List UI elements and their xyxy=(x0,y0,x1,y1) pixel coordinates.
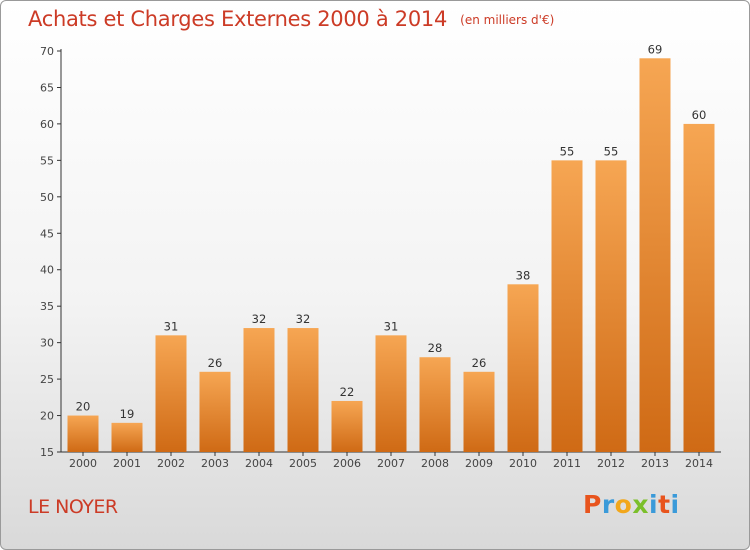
commune-name: LE NOYER xyxy=(28,496,118,518)
y-tick-label: 35 xyxy=(40,300,54,313)
bar-2004 xyxy=(243,328,275,452)
value-label: 22 xyxy=(340,385,355,399)
y-tick-label: 25 xyxy=(40,373,54,386)
y-tick-label: 60 xyxy=(40,118,54,131)
x-tick-label: 2002 xyxy=(157,457,185,470)
value-label: 55 xyxy=(560,144,575,158)
bar-2014 xyxy=(683,123,715,452)
chart-subtitle: (en milliers d'€) xyxy=(460,13,555,27)
x-tick-label: 2005 xyxy=(289,457,317,470)
y-tick-label: 45 xyxy=(40,227,54,240)
x-tick-label: 2000 xyxy=(69,457,97,470)
value-label: 26 xyxy=(472,356,487,370)
value-label: 32 xyxy=(296,312,311,326)
logo-letter: i xyxy=(670,490,680,519)
title-row: Achats et Charges Externes 2000 à 2014 (… xyxy=(28,7,554,31)
value-label: 19 xyxy=(120,407,135,421)
y-tick-label: 50 xyxy=(40,191,54,204)
bar-2003 xyxy=(199,371,231,452)
bar-2009 xyxy=(463,371,495,452)
x-tick-label: 2010 xyxy=(509,457,537,470)
y-tick-label: 15 xyxy=(40,446,54,459)
bar-2013 xyxy=(639,58,671,453)
logo-letter: x xyxy=(632,490,649,519)
value-label: 32 xyxy=(252,312,267,326)
x-tick-label: 2009 xyxy=(465,457,493,470)
x-axis: 2000 2001 2002 2003 2004 2005 2006 2007 2008 2009… xyxy=(61,451,721,470)
bar-2012 xyxy=(595,160,627,452)
x-tick-label: 2003 xyxy=(201,457,229,470)
x-tick-label: 2008 xyxy=(421,457,449,470)
bar-2006 xyxy=(331,400,363,452)
proxiti-logo: Proxiti xyxy=(583,490,680,519)
value-label: 31 xyxy=(384,319,399,333)
bars: 20 19 31 26 32 32 22 31 28 26 38 55 55 69 60 xyxy=(67,42,715,453)
bar-2010 xyxy=(507,284,539,452)
bar-2008 xyxy=(419,357,451,452)
logo-letter: P xyxy=(583,490,602,519)
value-label: 26 xyxy=(208,356,223,370)
logo-letter: t xyxy=(658,490,671,519)
bar-2001 xyxy=(111,422,143,452)
bar-2000 xyxy=(67,415,99,452)
y-tick-label: 30 xyxy=(40,337,54,350)
y-tick-label: 55 xyxy=(40,154,54,167)
x-tick-label: 2006 xyxy=(333,457,361,470)
bar-2002 xyxy=(155,335,187,452)
x-tick-label: 2011 xyxy=(553,457,581,470)
value-label: 38 xyxy=(516,268,531,282)
bar-2007 xyxy=(375,335,407,452)
chart-title: Achats et Charges Externes 2000 à 2014 xyxy=(28,7,448,31)
x-tick-label: 2013 xyxy=(641,457,669,470)
y-axis: 15 20 25 30 35 40 45 50 55 60 65 70 xyxy=(40,45,62,459)
x-tick-label: 2012 xyxy=(597,457,625,470)
y-tick-label: 65 xyxy=(40,81,54,94)
value-label: 31 xyxy=(164,319,179,333)
x-tick-label: 2004 xyxy=(245,457,273,470)
bar-2005 xyxy=(287,328,319,452)
y-tick-label: 40 xyxy=(40,264,54,277)
value-label: 55 xyxy=(604,144,619,158)
value-label: 28 xyxy=(428,341,443,355)
logo-letter: i xyxy=(649,490,659,519)
y-tick-label: 20 xyxy=(40,410,54,423)
bar-2011 xyxy=(551,160,583,452)
value-label: 60 xyxy=(692,108,707,122)
logo-letter: o xyxy=(614,490,633,519)
x-tick-label: 2014 xyxy=(685,457,713,470)
x-tick-label: 2001 xyxy=(113,457,141,470)
x-tick-label: 2007 xyxy=(377,457,405,470)
y-tick-label: 70 xyxy=(40,45,54,58)
value-label: 20 xyxy=(76,400,91,414)
logo-letter: r xyxy=(601,490,615,519)
value-label: 69 xyxy=(648,42,663,56)
